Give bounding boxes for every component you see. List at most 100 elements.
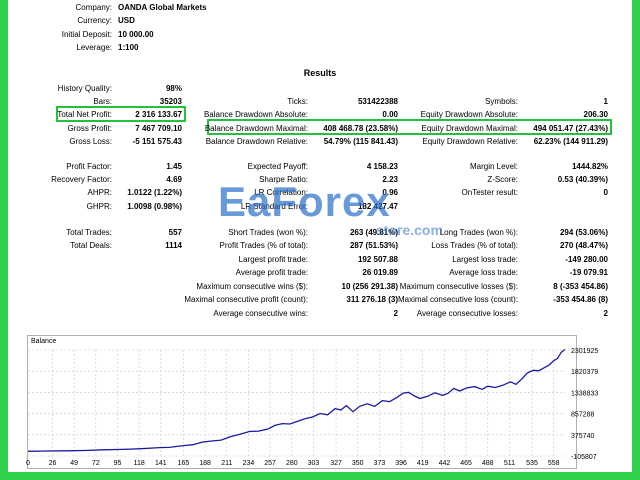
ontester-result-value: 0 xyxy=(603,188,608,197)
lr-standard-error-label: LR Standard Error: xyxy=(240,202,308,211)
z-score-label: Z-Score: xyxy=(487,175,518,184)
largest-profit-trade-value: 192 507.88 xyxy=(357,255,398,264)
x-tick-label: 558 xyxy=(548,460,560,467)
equity-drawdown-maximal-value: 494 051.47 (27.43%) xyxy=(533,124,608,133)
highlight-drawdown-maximal xyxy=(207,119,612,135)
x-tick-label: 535 xyxy=(526,460,538,467)
report-window: Company: OANDA Global Markets Currency: … xyxy=(8,0,632,472)
results-title: Results xyxy=(303,68,337,78)
chart-title: Balance xyxy=(31,338,57,345)
bars-value: 35203 xyxy=(159,97,182,106)
equity-drawdown-absolute-value: 206.30 xyxy=(583,110,608,119)
average-profit-trade-value: 26 019.89 xyxy=(362,268,398,277)
balance-drawdown-maximal-label: Balance Drawdown Maximal: xyxy=(204,124,308,133)
max-consecutive-losses-label: Maximum consecutive losses ($): xyxy=(399,282,518,291)
balance-chart: 2301925 1820379 1338833 857288 375740 -105807… xyxy=(26,348,598,467)
z-score-value: 0.53 (40.39%) xyxy=(557,175,608,184)
total-net-profit-label: Total Net Profit: xyxy=(57,110,112,119)
largest-profit-trade-label: Largest profit trade: xyxy=(238,255,308,264)
currency-value: USD xyxy=(118,16,135,25)
x-tick-label: 327 xyxy=(330,460,342,467)
y-tick-label: 1820379 xyxy=(571,369,598,376)
average-loss-trade-label: Average loss trade: xyxy=(449,268,518,277)
total-trades-label: Total Trades: xyxy=(66,228,112,237)
equity-drawdown-relative-label: Equity Drawdown Relative: xyxy=(422,137,518,146)
profit-trades-label: Profit Trades (% of total): xyxy=(219,241,308,250)
ticks-label: Ticks: xyxy=(287,97,308,106)
x-tick-label: 257 xyxy=(264,460,276,467)
x-tick-label: 280 xyxy=(286,460,298,467)
ghpr-label: GHPR: xyxy=(86,202,112,211)
maximal-consecutive-profit-label: Maximal consecutive profit (count): xyxy=(184,295,308,304)
average-consecutive-wins-label: Average consecutive wins: xyxy=(213,309,308,318)
initial-deposit-value: 10 000.00 xyxy=(118,30,154,39)
balance-drawdown-relative-value: 54.79% (115 841.43) xyxy=(323,137,398,146)
max-consecutive-wins-value: 10 (256 291.38) xyxy=(341,282,399,291)
x-tick-label: 26 xyxy=(49,460,57,467)
average-loss-trade-value: -19 079.91 xyxy=(569,268,608,277)
total-deals-label: Total Deals: xyxy=(70,241,112,250)
sharpe-ratio-label: Sharpe Ratio: xyxy=(259,175,308,184)
max-consecutive-losses-value: 8 (-353 454.86) xyxy=(553,282,608,291)
long-trades-value: 294 (53.06%) xyxy=(559,228,608,237)
largest-loss-trade-label: Largest loss trade: xyxy=(452,255,518,264)
company-label: Company: xyxy=(75,3,112,12)
x-tick-label: 211 xyxy=(221,460,232,467)
short-trades-value: 263 (49.81%) xyxy=(349,228,398,237)
long-trades-label: Long Trades (won %): xyxy=(439,228,518,237)
profit-factor-value: 1.45 xyxy=(166,162,182,171)
leverage-value: 1:100 xyxy=(118,43,139,52)
short-trades-label: Short Trades (won %): xyxy=(228,228,308,237)
x-tick-label: 234 xyxy=(243,460,255,467)
ticks-value: 531422388 xyxy=(357,97,398,106)
total-deals-value: 1114 xyxy=(165,241,182,250)
gross-profit-label: Gross Profit: xyxy=(67,124,112,133)
x-tick-label: 419 xyxy=(417,460,429,467)
equity-drawdown-maximal-label: Equity Drawdown Maximal: xyxy=(421,124,518,133)
recovery-factor-label: Recovery Factor: xyxy=(51,175,112,184)
balance-drawdown-absolute-label: Balance Drawdown Absolute: xyxy=(203,110,308,119)
history-quality-value: 98% xyxy=(165,84,182,93)
maximal-consecutive-loss-label: Maximal consecutive loss (count): xyxy=(397,295,518,304)
company-value: OANDA Global Markets xyxy=(118,3,207,12)
y-tick-label: -105807 xyxy=(571,454,597,461)
ahpr-label: AHPR: xyxy=(87,188,112,197)
x-tick-label: 396 xyxy=(395,460,407,467)
gross-loss-label: Gross Loss: xyxy=(69,137,112,146)
sharpe-ratio-value: 2.23 xyxy=(382,175,398,184)
total-net-profit-value: 2 316 133.67 xyxy=(135,110,182,119)
y-tick-label: 1338833 xyxy=(571,390,598,397)
x-tick-label: 118 xyxy=(134,460,145,467)
x-tick-label: 511 xyxy=(504,460,515,467)
equity-drawdown-relative-value: 62.23% (144 911.29) xyxy=(533,137,608,146)
symbols-label: Symbols: xyxy=(485,97,518,106)
x-tick-label: 465 xyxy=(460,460,472,467)
eaforex-watermark: EaForex store.com xyxy=(208,178,448,248)
x-tick-label: 49 xyxy=(70,460,78,467)
x-tick-label: 95 xyxy=(114,460,122,467)
average-consecutive-losses-value: 2 xyxy=(603,309,608,318)
recovery-factor-value: 4.69 xyxy=(166,175,182,184)
x-tick-label: 165 xyxy=(178,460,190,467)
balance-drawdown-maximal-value: 408 468.78 (23.58%) xyxy=(323,124,398,133)
x-tick-label: 72 xyxy=(92,460,100,467)
maximal-consecutive-profit-value: 311 276.18 (3) xyxy=(346,295,398,304)
loss-trades-label: Loss Trades (% of total): xyxy=(431,241,518,250)
maximal-consecutive-loss-value: -353 454.86 (8) xyxy=(553,295,608,304)
leverage-label: Leverage: xyxy=(76,43,112,52)
ontester-result-label: OnTester result: xyxy=(461,188,518,197)
initial-deposit-label: Initial Deposit: xyxy=(61,30,112,39)
equity-drawdown-absolute-label: Equity Drawdown Absolute: xyxy=(420,110,518,119)
balance-chart-frame xyxy=(27,335,577,469)
average-consecutive-losses-label: Average consecutive losses: xyxy=(416,309,518,318)
margin-level-label: Margin Level: xyxy=(469,162,518,171)
loss-trades-value: 270 (48.47%) xyxy=(559,241,608,250)
gross-profit-value: 7 467 709.10 xyxy=(135,124,182,133)
profit-trades-value: 287 (51.53%) xyxy=(349,241,398,250)
ghpr-value: 1.0098 (0.98%) xyxy=(127,202,182,211)
x-tick-label: 303 xyxy=(308,460,320,467)
balance-drawdown-absolute-value: 0.00 xyxy=(382,110,398,119)
watermark-sub: store.com xyxy=(376,222,443,238)
lr-standard-error-value: 182 427.47 xyxy=(357,202,398,211)
total-trades-value: 557 xyxy=(168,228,182,237)
